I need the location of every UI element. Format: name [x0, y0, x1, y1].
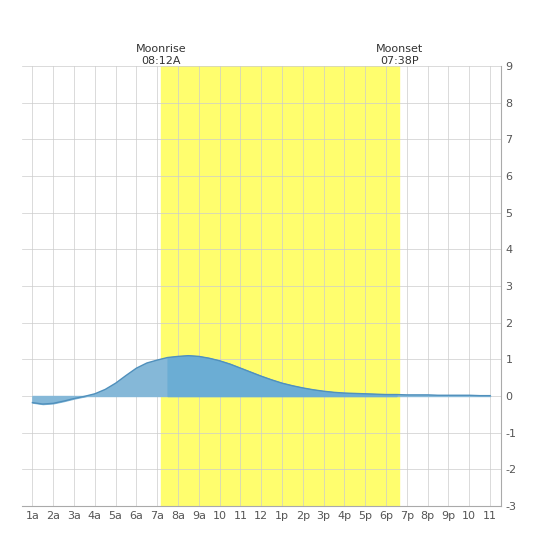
Text: Moonrise
08:12A: Moonrise 08:12A	[136, 45, 186, 66]
Text: Moonset
07:38P: Moonset 07:38P	[376, 45, 423, 66]
Bar	[161, 66, 399, 506]
